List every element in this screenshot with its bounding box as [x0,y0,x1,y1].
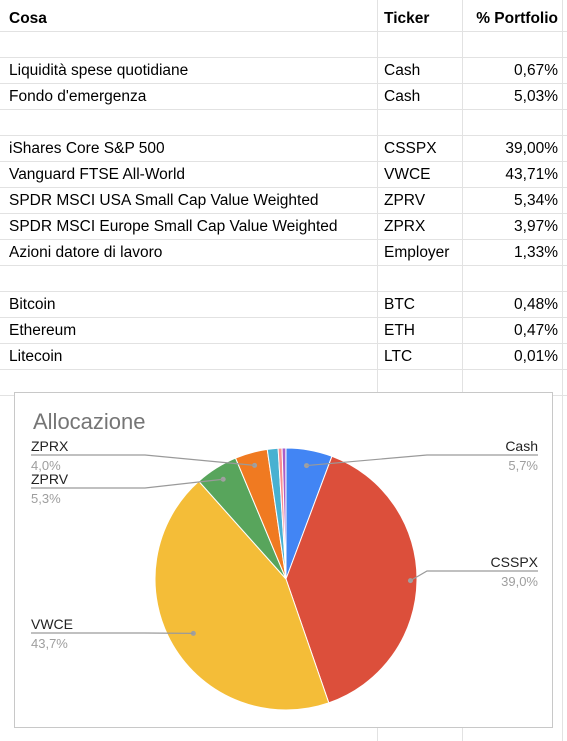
column-divider [377,0,378,741]
cell-ticker[interactable] [384,32,462,58]
cell-ticker[interactable]: VWCE [384,166,431,183]
cell-cosa[interactable]: Azioni datore di lavoro [9,244,163,261]
cell-cosa[interactable]: Litecoin [9,348,63,365]
slice-label-name: ZPRV [31,471,69,487]
empty-row [0,266,567,292]
cell-pct[interactable]: 5,34% [514,192,558,209]
cell-pct[interactable] [462,32,558,58]
table-row: SPDR MSCI USA Small Cap Value Weighted ZP… [0,188,567,214]
cell-ticker[interactable]: ETH [384,322,415,339]
cell-cosa[interactable] [9,266,377,292]
row-divider [0,31,567,32]
slice-label-pct: 5,3% [31,491,61,506]
header-pct[interactable]: % Portfolio [476,10,558,27]
slice-label-name: ZPRX [31,438,69,454]
pie-slice-csspx[interactable] [285,455,418,704]
row-divider [0,135,567,136]
table-row: Vanguard FTSE All-World VWCE 43,71% [0,162,567,188]
cell-ticker[interactable]: Cash [384,62,421,79]
cell-pct[interactable]: 0,67% [514,62,558,79]
cell-ticker[interactable] [384,110,462,136]
cell-cosa[interactable] [9,110,377,136]
slice-label-pct: 39,0% [501,574,538,589]
slice-label-name: VWCE [31,616,73,632]
row-divider [0,265,567,266]
slice-label-name: CSSPX [491,554,539,570]
table-row: SPDR MSCI Europe Small Cap Value Weighte… [0,214,567,240]
cell-cosa[interactable]: Vanguard FTSE All-World [9,166,186,183]
table-row: Fondo d'emergenza Cash 5,03% [0,84,567,110]
allocation-chart[interactable]: Allocazione Cash 5,7% CSSPX 39,0% VWCE 43,7% Z… [14,392,553,728]
leader-line [306,454,538,467]
header-cosa[interactable]: Cosa [9,10,47,27]
leader-line [31,478,224,489]
row-divider [0,291,567,292]
row-divider [0,187,567,188]
cell-cosa[interactable]: Ethereum [9,322,77,339]
row-divider [0,57,567,58]
slice-label-name: Cash [505,438,538,454]
slice-label-pct: 4,0% [31,458,61,473]
cell-ticker[interactable]: LTC [384,348,413,365]
leader-line [31,454,255,466]
row-divider [0,239,567,240]
cell-ticker[interactable] [384,266,462,292]
slice-label-pct: 43,7% [31,636,68,651]
cell-cosa[interactable]: Bitcoin [9,296,56,313]
empty-row [0,110,567,136]
cell-cosa[interactable] [9,32,377,58]
empty-row [0,32,567,58]
cell-pct[interactable]: 43,71% [505,166,558,183]
pie-chart-svg: Allocazione Cash 5,7% CSSPX 39,0% VWCE 43,7% Z… [31,409,539,711]
row-divider [0,213,567,214]
cell-ticker[interactable]: ZPRV [384,192,426,209]
cell-cosa[interactable]: SPDR MSCI USA Small Cap Value Weighted [9,192,319,209]
cell-cosa[interactable]: iShares Core S&P 500 [9,140,165,157]
leader-line [410,570,538,582]
table-row: Bitcoin BTC 0,48% [0,292,567,318]
cell-pct[interactable]: 1,33% [514,244,558,261]
cell-pct[interactable]: 0,01% [514,348,558,365]
row-divider [0,343,567,344]
cell-pct[interactable] [462,266,558,292]
row-divider [0,317,567,318]
column-divider [462,0,463,741]
table-row: Azioni datore di lavoro Employer 1,33% [0,240,567,266]
row-divider [0,161,567,162]
column-divider [562,0,563,741]
cell-ticker[interactable]: Cash [384,88,421,105]
cell-cosa[interactable]: Liquidità spese quotidiane [9,62,189,79]
cell-ticker[interactable]: BTC [384,296,415,313]
leader-dot [252,462,258,468]
row-divider [0,369,567,370]
slice-label-pct: 5,7% [508,458,538,473]
cell-pct[interactable]: 0,47% [514,322,558,339]
cell-cosa[interactable]: SPDR MSCI Europe Small Cap Value Weighte… [9,218,338,235]
chart-title: Allocazione [33,409,146,434]
cell-pct[interactable] [462,110,558,136]
cell-pct[interactable]: 39,00% [505,140,558,157]
pie-slice-vwce[interactable] [154,480,330,711]
row-divider [0,109,567,110]
leader-dot [407,578,413,584]
cell-ticker[interactable]: ZPRX [384,218,426,235]
cell-pct[interactable]: 3,97% [514,218,558,235]
row-divider [0,83,567,84]
header-row: Cosa Ticker % Portfolio [0,6,567,32]
table-row: Liquidità spese quotidiane Cash 0,67% [0,58,567,84]
cell-ticker[interactable]: CSSPX [384,140,437,157]
table-row: Litecoin LTC 0,01% [0,344,567,370]
table-row: iShares Core S&P 500 CSSPX 39,00% [0,136,567,162]
cell-pct[interactable]: 5,03% [514,88,558,105]
cell-ticker[interactable]: Employer [384,244,450,261]
header-ticker[interactable]: Ticker [384,10,430,27]
table-row: Ethereum ETH 0,47% [0,318,567,344]
cell-pct[interactable]: 0,48% [514,296,558,313]
cell-cosa[interactable]: Fondo d'emergenza [9,88,147,105]
